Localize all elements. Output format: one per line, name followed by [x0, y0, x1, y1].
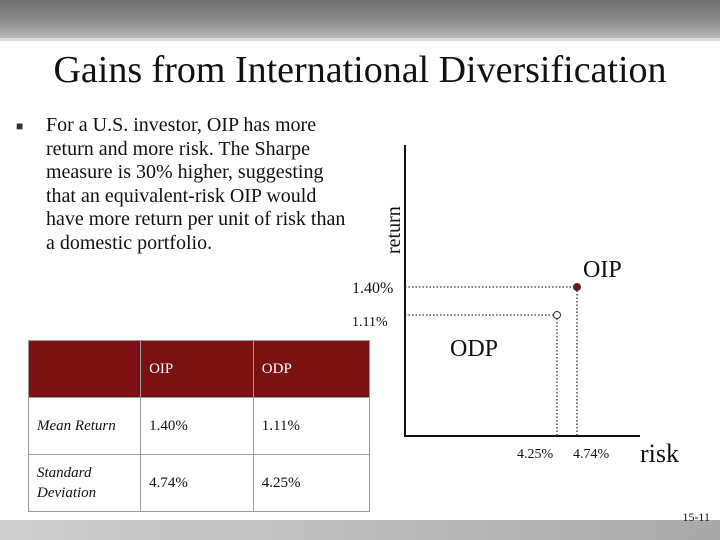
y-axis-label: return	[383, 206, 405, 254]
table-row: Standard Deviation 4.74% 4.25%	[27, 454, 371, 512]
comparison-table: OIP ODP Mean Return 1.40% 1.11% Standard…	[27, 340, 371, 512]
header-blank-cell	[27, 340, 142, 398]
bottom-banner	[0, 520, 720, 540]
x-tick-oip: 4.74%	[573, 447, 610, 462]
slide-title: Gains from International Diversification	[53, 49, 667, 91]
plot-layer	[405, 283, 581, 436]
header-odp: ODP	[252, 340, 371, 398]
x-axis-label: risk	[640, 439, 679, 468]
y-tick-oip: 1.40%	[352, 280, 393, 297]
x-tick-odp: 4.25%	[517, 447, 554, 462]
odp-point-label: ODP	[450, 336, 498, 362]
header-oip: OIP	[140, 340, 254, 398]
cell-mean-return-odp: 1.11%	[252, 397, 371, 455]
bullet-text: For a U.S. investor, OIP has more return…	[46, 114, 346, 254]
cell-std-dev-oip: 4.74%	[140, 454, 254, 512]
oip-point-label: OIP	[583, 257, 622, 283]
row-label-mean-return: Mean Return	[27, 397, 142, 455]
odp-point	[553, 311, 561, 319]
banner-divider	[0, 38, 720, 41]
cell-mean-return-oip: 1.40%	[140, 397, 254, 455]
square-bullet-icon: ■	[16, 119, 24, 133]
row-label-standard-deviation: Standard Deviation	[27, 454, 142, 512]
slide-number: 15-11	[682, 510, 710, 524]
table-row: Mean Return 1.40% 1.11%	[27, 397, 371, 455]
y-tick-odp: 1.11%	[352, 315, 388, 330]
cell-std-dev-odp: 4.25%	[252, 454, 371, 512]
oip-point	[573, 283, 581, 291]
top-banner	[0, 0, 720, 38]
table-header-row: OIP ODP	[27, 340, 371, 398]
